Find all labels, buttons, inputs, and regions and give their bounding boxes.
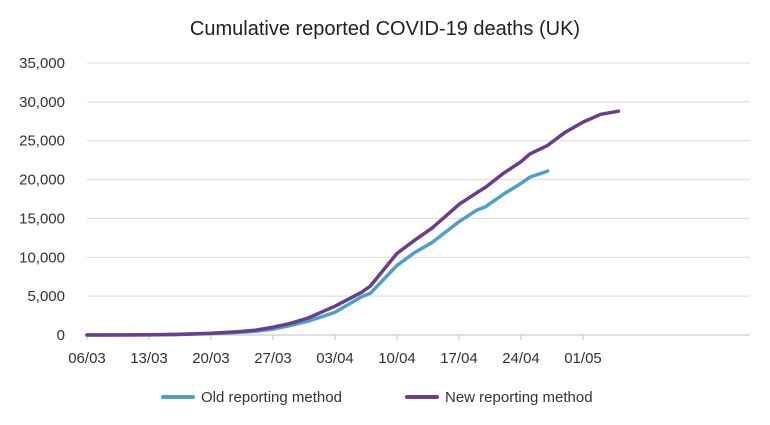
y-tick-label: 35,000: [19, 55, 65, 72]
y-tick-label: 20,000: [19, 172, 65, 189]
y-axis-ticks: 0 5,000 10,000 15,000 20,000 25,000 30,000 35,0…: [19, 55, 65, 344]
legend-label-new: New reporting method: [445, 389, 593, 406]
y-tick-label: 25,000: [19, 133, 65, 150]
legend: Old reporting method New reporting method: [161, 389, 593, 406]
x-tick-label: 24/04: [502, 350, 540, 367]
y-tick-label: 15,000: [19, 210, 65, 227]
gridlines: [87, 62, 750, 336]
x-tick-label: 01/05: [564, 350, 602, 367]
series-old-reporting-method: [85, 169, 550, 337]
x-axis-ticks: 06/03 13/03 20/03 27/03 03/04 10/04 17/04 24/04…: [68, 335, 602, 367]
x-tick-label: 17/04: [440, 350, 478, 367]
y-tick-label: 30,000: [19, 94, 65, 111]
y-tick-label: 0: [57, 327, 65, 344]
x-tick-label: 10/04: [378, 350, 416, 367]
series-lines: [85, 109, 621, 337]
x-tick-label: 20/03: [192, 350, 230, 367]
x-tick-label: 13/03: [130, 350, 168, 367]
series-new-reporting-method: [85, 109, 621, 337]
x-tick-label: 27/03: [254, 350, 292, 367]
y-tick-label: 5,000: [27, 288, 65, 305]
legend-label-old: Old reporting method: [201, 389, 342, 406]
y-tick-label: 10,000: [19, 249, 65, 266]
chart-title: Cumulative reported COVID-19 deaths (UK): [190, 18, 580, 40]
x-tick-label: 03/04: [316, 350, 354, 367]
x-tick-label: 06/03: [68, 350, 106, 367]
